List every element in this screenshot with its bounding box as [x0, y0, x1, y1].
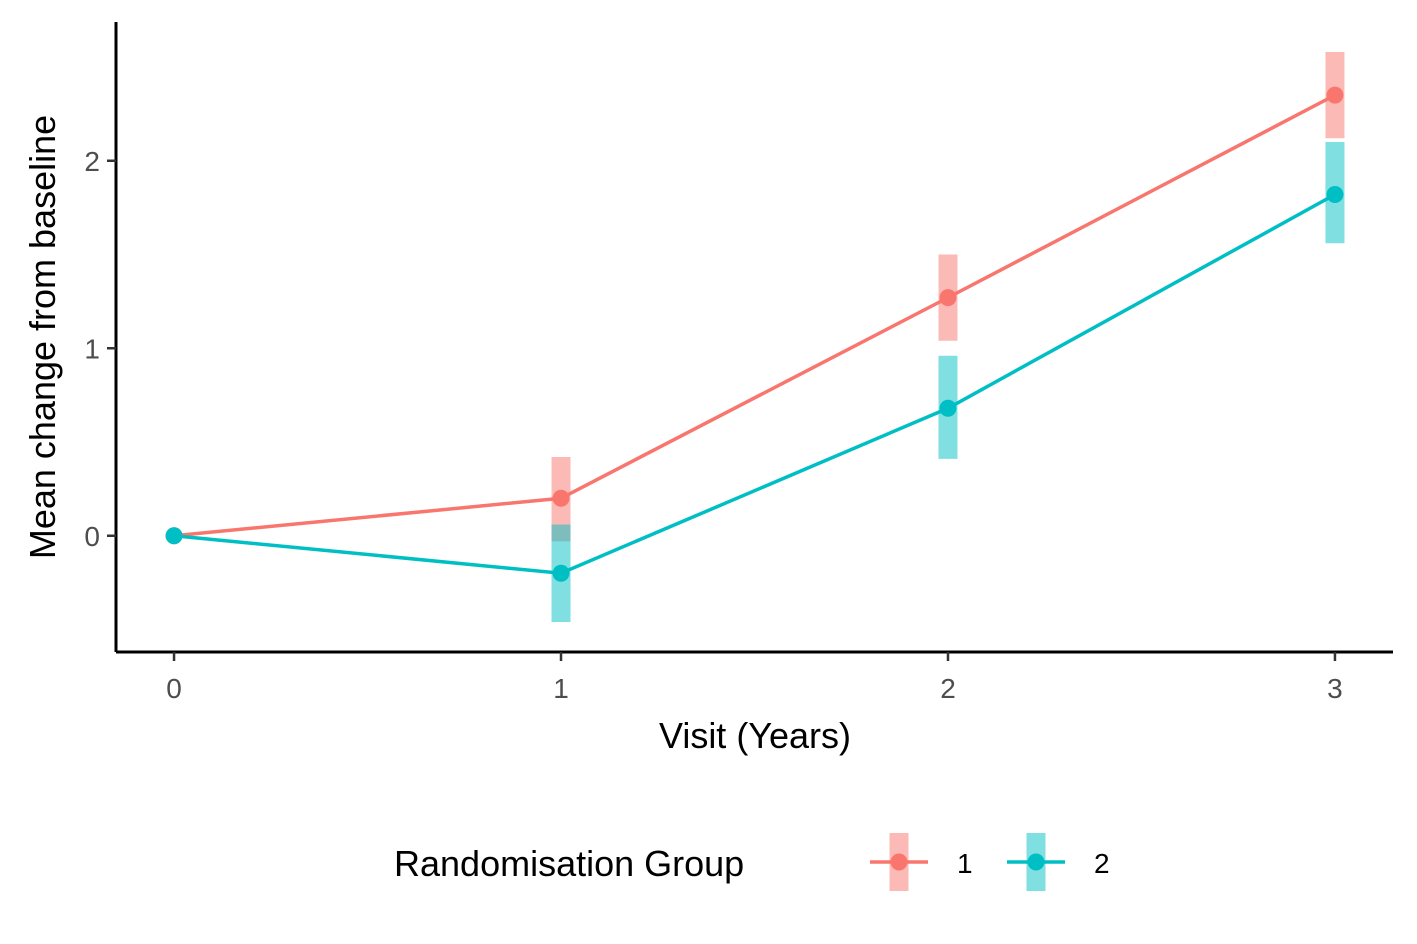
y-axis-title: Mean change from baseline [22, 115, 63, 559]
data-point-series-2-x-1 [552, 564, 570, 582]
y-tick-label-1: 1 [84, 333, 100, 364]
plot-panel [165, 52, 1345, 622]
x-tick-label-1: 1 [553, 673, 569, 704]
series-lines [173, 93, 1336, 576]
legend-label-2: 2 [1094, 848, 1110, 879]
series-line-1 [173, 93, 1336, 538]
legend-key-point-1 [890, 853, 908, 871]
x-axis-title: Visit (Years) [659, 715, 851, 756]
data-point-series-1-x-3 [1326, 86, 1344, 104]
legend-title: Randomisation Group [394, 843, 744, 884]
data-point-series-1-x-2 [939, 289, 957, 307]
data-point-series-2-x-0 [165, 527, 183, 545]
series-line-2 [173, 192, 1336, 576]
error-bands [551, 52, 1345, 622]
x-tick-label-2: 2 [940, 673, 956, 704]
y-axis-ticks: 0 1 2 [84, 146, 116, 552]
x-axis-ticks: 0 1 2 3 [166, 652, 1343, 704]
x-tick-label-0: 0 [166, 673, 182, 704]
y-tick-label-2: 2 [84, 146, 100, 177]
series-points [165, 86, 1344, 582]
x-tick-label-3: 3 [1327, 673, 1343, 704]
legend-key-point-2 [1027, 853, 1045, 871]
data-point-series-1-x-1 [552, 489, 570, 507]
y-tick-label-0: 0 [84, 521, 100, 552]
data-point-series-2-x-2 [939, 399, 957, 417]
data-point-series-2-x-3 [1326, 186, 1344, 203]
legend-label-1: 1 [957, 848, 973, 879]
